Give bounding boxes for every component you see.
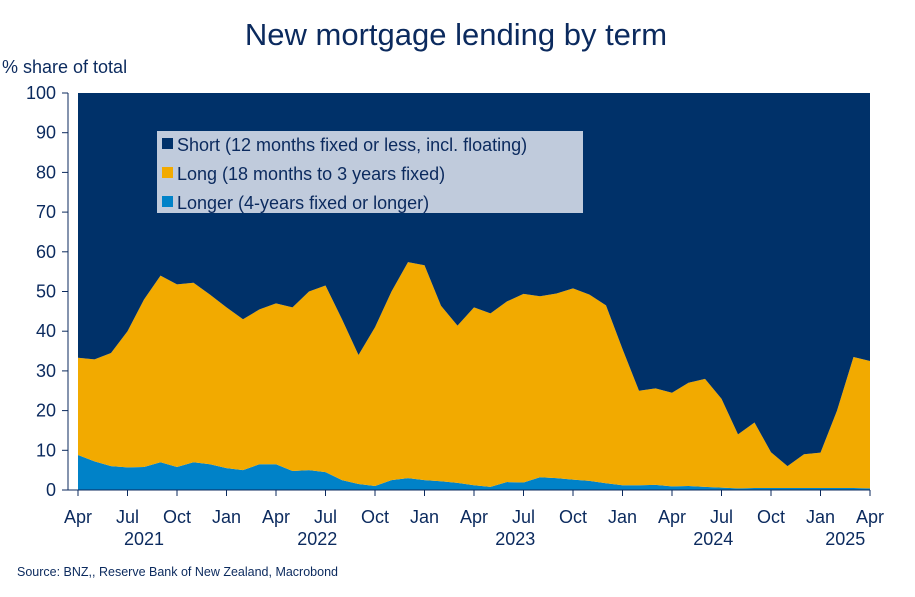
x-tick-label: Jul <box>116 507 139 527</box>
x-tick-label: Apr <box>856 507 884 527</box>
y-tick-label: 90 <box>36 123 56 143</box>
x-tick-label: Jan <box>410 507 439 527</box>
legend-label: Long (18 months to 3 years fixed) <box>177 164 445 184</box>
y-tick-label: 100 <box>26 83 56 103</box>
x-axis: Apr Jul Oct Jan Apr Jul Oct Jan Apr Jul Oct Jan Apr J… <box>64 489 884 549</box>
x-year-label: 2021 <box>124 529 164 549</box>
y-tick-label: 50 <box>36 282 56 302</box>
legend-swatch <box>162 196 173 207</box>
y-tick-label: 10 <box>36 440 56 460</box>
legend-swatch <box>162 138 173 149</box>
area-long <box>78 262 870 489</box>
x-tick-label: Jan <box>212 507 241 527</box>
x-tick-label: Apr <box>64 507 92 527</box>
x-tick-label: Oct <box>361 507 389 527</box>
legend-box <box>157 131 583 213</box>
y-tick-label: 60 <box>36 242 56 262</box>
x-tick-label: Apr <box>658 507 686 527</box>
x-year-label: 2025 <box>825 529 865 549</box>
x-tick-label: Oct <box>559 507 587 527</box>
source-note: Source: BNZ,, Reserve Bank of New Zealan… <box>17 565 338 579</box>
y-axis-label: % share of total <box>2 57 127 77</box>
x-year-label: 2023 <box>495 529 535 549</box>
y-tick-label: 20 <box>36 401 56 421</box>
x-tick-label: Jan <box>608 507 637 527</box>
y-tick-label: 70 <box>36 202 56 222</box>
chart-title: New mortgage lending by term <box>245 17 667 52</box>
x-year-label: 2022 <box>297 529 337 549</box>
x-tick-label: Apr <box>460 507 488 527</box>
x-tick-label: Jan <box>806 507 835 527</box>
x-year-label: 2024 <box>693 529 733 549</box>
y-tick-label: 0 <box>46 480 56 500</box>
x-tick-label: Jul <box>512 507 535 527</box>
legend-swatch <box>162 167 173 178</box>
x-tick-label: Apr <box>262 507 290 527</box>
area-longer <box>78 455 870 490</box>
x-tick-label: Oct <box>163 507 191 527</box>
y-axis: 0 10 20 30 40 50 60 70 80 90 100 <box>26 83 69 500</box>
legend-label: Longer (4-years fixed or longer) <box>177 193 429 213</box>
y-tick-label: 80 <box>36 162 56 182</box>
y-tick-label: 40 <box>36 321 56 341</box>
x-tick-label: Jul <box>314 507 337 527</box>
legend: Short (12 months fixed or less, incl. fl… <box>157 131 583 213</box>
x-tick-label: Jul <box>710 507 733 527</box>
x-tick-label: Oct <box>757 507 785 527</box>
y-tick-label: 30 <box>36 361 56 381</box>
legend-label: Short (12 months fixed or less, incl. fl… <box>177 135 527 155</box>
